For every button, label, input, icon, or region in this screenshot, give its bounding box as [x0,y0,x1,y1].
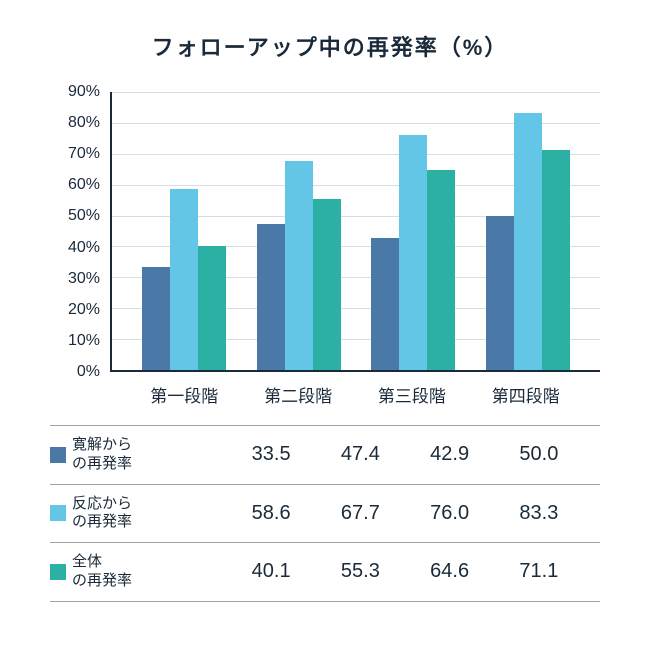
table-cell: 42.9 [405,443,494,466]
chart-area: 0%10%20%30%40%50%60%70%80%90% [110,92,600,372]
y-tick-label: 80% [68,114,100,132]
y-tick-label: 70% [68,145,100,163]
bar [170,189,198,370]
x-tick-label: 第三段階 [355,382,469,407]
table-row: 寛解からの再発率 33.547.442.950.0 [50,426,600,485]
y-tick-label: 40% [68,239,100,257]
value-cells: 58.667.776.083.3 [210,502,600,525]
table-row: 反応からの再発率 58.667.776.083.3 [50,485,600,544]
table-cell: 58.6 [227,502,316,525]
legend-swatch [50,564,66,580]
y-tick-label: 10% [68,332,100,350]
table-cell: 33.5 [227,443,316,466]
value-cells: 33.547.442.950.0 [210,443,600,466]
table-cell: 55.3 [316,560,405,583]
legend-label: 全体の再発率 [72,553,132,591]
bar [198,246,226,370]
bar [285,161,313,370]
table-row: 全体の再発率 40.155.364.671.1 [50,543,600,602]
table-cell: 71.1 [494,560,583,583]
y-tick-label: 50% [68,207,100,225]
chart-title: フォローアップ中の再発率（%） [40,30,620,62]
bar [514,113,542,370]
plot-area [110,92,600,372]
x-tick-label: 第一段階 [127,382,241,407]
table-cell: 64.6 [405,560,494,583]
table-cell: 47.4 [316,443,405,466]
table-cell: 76.0 [405,502,494,525]
bar [142,267,170,370]
x-tick-label: 第四段階 [469,382,583,407]
legend-cell: 反応からの再発率 [50,495,210,533]
legend-label: 反応からの再発率 [72,495,132,533]
table-cell: 67.7 [316,502,405,525]
y-tick-label: 60% [68,176,100,194]
legend-cell: 全体の再発率 [50,553,210,591]
table-cell: 50.0 [494,443,583,466]
y-tick-label: 30% [68,270,100,288]
legend-cell: 寛解からの再発率 [50,436,210,474]
bar [371,238,399,371]
bar [399,135,427,370]
bar [542,150,570,370]
table-cell: 83.3 [494,502,583,525]
y-tick-label: 0% [77,363,100,381]
value-cells: 40.155.364.671.1 [210,560,600,583]
bar-group [356,92,471,370]
table-cell: 40.1 [227,560,316,583]
bar-group [127,92,242,370]
legend-label: 寛解からの再発率 [72,436,132,474]
legend-swatch [50,447,66,463]
bar-group [471,92,586,370]
x-tick-label: 第二段階 [241,382,355,407]
bar [313,199,341,370]
y-tick-label: 90% [68,83,100,101]
y-tick-label: 20% [68,301,100,319]
bar [257,224,285,370]
bar [427,170,455,370]
bar-group [241,92,356,370]
data-table: 寛解からの再発率 33.547.442.950.0 反応からの再発率 58.667.7… [50,425,600,602]
bar [486,216,514,370]
legend-swatch [50,505,66,521]
x-axis-labels: 第一段階第二段階第三段階第四段階 [110,372,600,407]
